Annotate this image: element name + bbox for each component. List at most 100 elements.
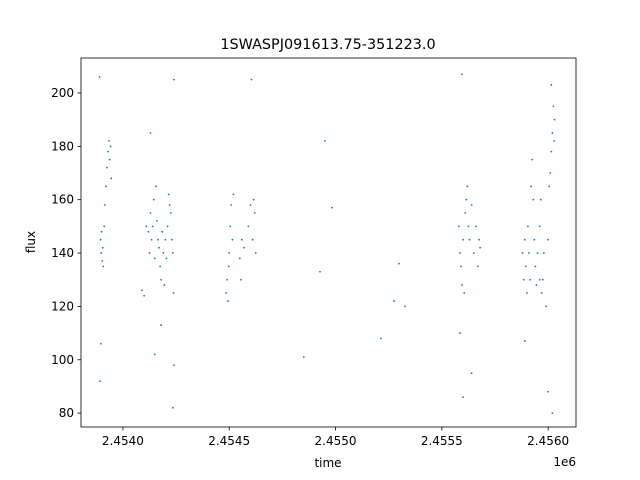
point [173,364,175,366]
point [150,238,153,241]
point [553,140,555,142]
point [541,278,544,281]
point [152,198,155,201]
point [100,342,102,345]
point [540,292,543,294]
y-tick-label: 120 [51,299,74,313]
chart-title: 1SWASPJ091613.75-351223.0 [220,37,435,53]
point [251,238,254,241]
point [225,292,227,294]
point [166,225,169,228]
x-axis-label: time [314,456,341,470]
point [535,284,538,286]
point [468,238,471,241]
point [463,292,466,294]
point [147,230,150,233]
point [238,257,241,260]
point [553,118,556,121]
point [545,305,547,308]
point [460,265,462,268]
point [108,140,110,142]
point [478,238,480,241]
point [160,324,163,326]
x-offset-label: 1e6 [553,455,576,469]
y-tick-label: 200 [51,86,74,100]
point [169,212,172,214]
y-tick-label: 100 [51,353,74,367]
x-tick-label: 2.4545 [208,434,250,448]
point [164,238,167,241]
point [534,265,537,268]
point [552,105,555,108]
point [153,353,156,356]
point [106,166,108,169]
point [110,177,113,180]
point [165,257,168,260]
point [241,238,243,241]
point [100,252,103,254]
point [103,204,106,206]
point [467,225,470,228]
y-tick-label: 180 [51,139,74,153]
y-tick-label: 140 [51,246,74,260]
point [252,198,255,201]
point [523,340,526,342]
point [108,158,111,161]
point [160,278,163,281]
point [477,265,479,268]
x-tick-label: 2.4560 [527,434,569,448]
point [527,225,529,228]
point [464,212,467,214]
point [551,132,554,134]
point [397,262,400,265]
point [228,252,231,254]
point [247,225,250,228]
point [99,380,102,383]
point [167,193,170,196]
point [524,265,527,268]
point [148,252,151,254]
point [465,198,468,201]
point [172,292,175,294]
x-tick-label: 2.4540 [102,434,144,448]
point [536,252,539,254]
point [149,132,152,134]
point [529,278,531,281]
point [459,252,461,254]
point [229,225,232,228]
point [168,204,171,206]
y-tick-label: 160 [51,193,74,207]
point [472,252,475,254]
point [170,238,173,241]
point [151,225,154,228]
point [100,230,103,233]
point [171,406,174,409]
point [230,204,233,206]
point [162,252,165,254]
point [523,238,526,241]
point [462,396,464,399]
point [319,270,321,273]
point [525,292,528,294]
point [539,198,542,201]
point [457,225,460,228]
point [459,332,461,334]
point [479,246,482,249]
point [101,260,104,262]
point [302,356,305,358]
point [532,198,535,201]
point [102,265,105,268]
point [227,300,230,302]
point [99,238,102,241]
point [462,238,464,241]
point [551,412,554,415]
point [157,238,159,241]
point [538,278,541,281]
point [239,278,242,281]
point [109,145,112,148]
point [232,193,235,196]
plot-frame [80,57,577,428]
point [530,185,533,188]
